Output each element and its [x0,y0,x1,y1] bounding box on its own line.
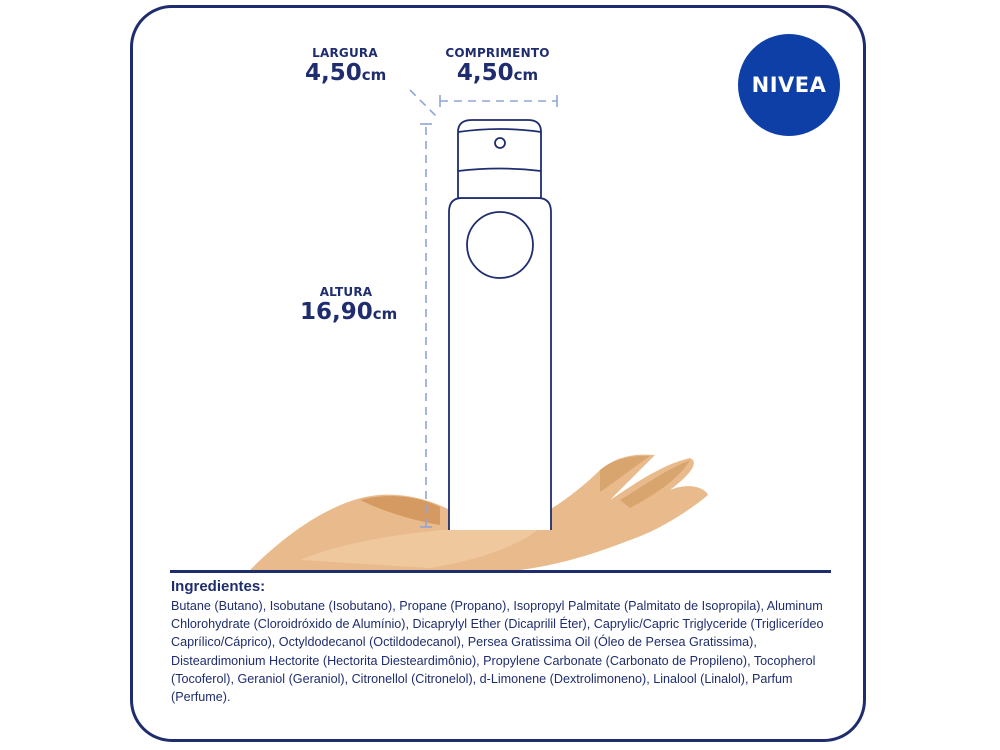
divider [170,570,831,573]
length-dimension: COMPRIMENTO 4,50cm [440,46,555,88]
height-unit: cm [372,305,398,323]
height-label: ALTURA [319,285,373,299]
ingredients-text: Butane (Butano), Isobutane (Isobutano), … [171,599,824,705]
width-dimension: LARGURA 4,50cm [305,46,387,88]
width-value: 4,50 [305,60,362,86]
spray-bottle [448,119,552,530]
height-dimension: ALTURA 16,90cm [300,285,397,327]
width-unit: cm [361,66,387,84]
length-value: 4,50 [456,60,514,86]
ingredients-section: Ingredientes: Butane (Butano), Isobutane… [171,578,841,706]
nivea-logo: NIVEA [738,34,840,136]
length-label: COMPRIMENTO [445,46,550,60]
width-label: LARGURA [312,46,378,60]
dimension-lines [409,89,557,527]
height-value: 16,90 [300,299,373,325]
length-unit: cm [513,66,539,84]
card-frame [130,5,866,742]
ingredients-title: Ingredientes: [171,578,266,595]
